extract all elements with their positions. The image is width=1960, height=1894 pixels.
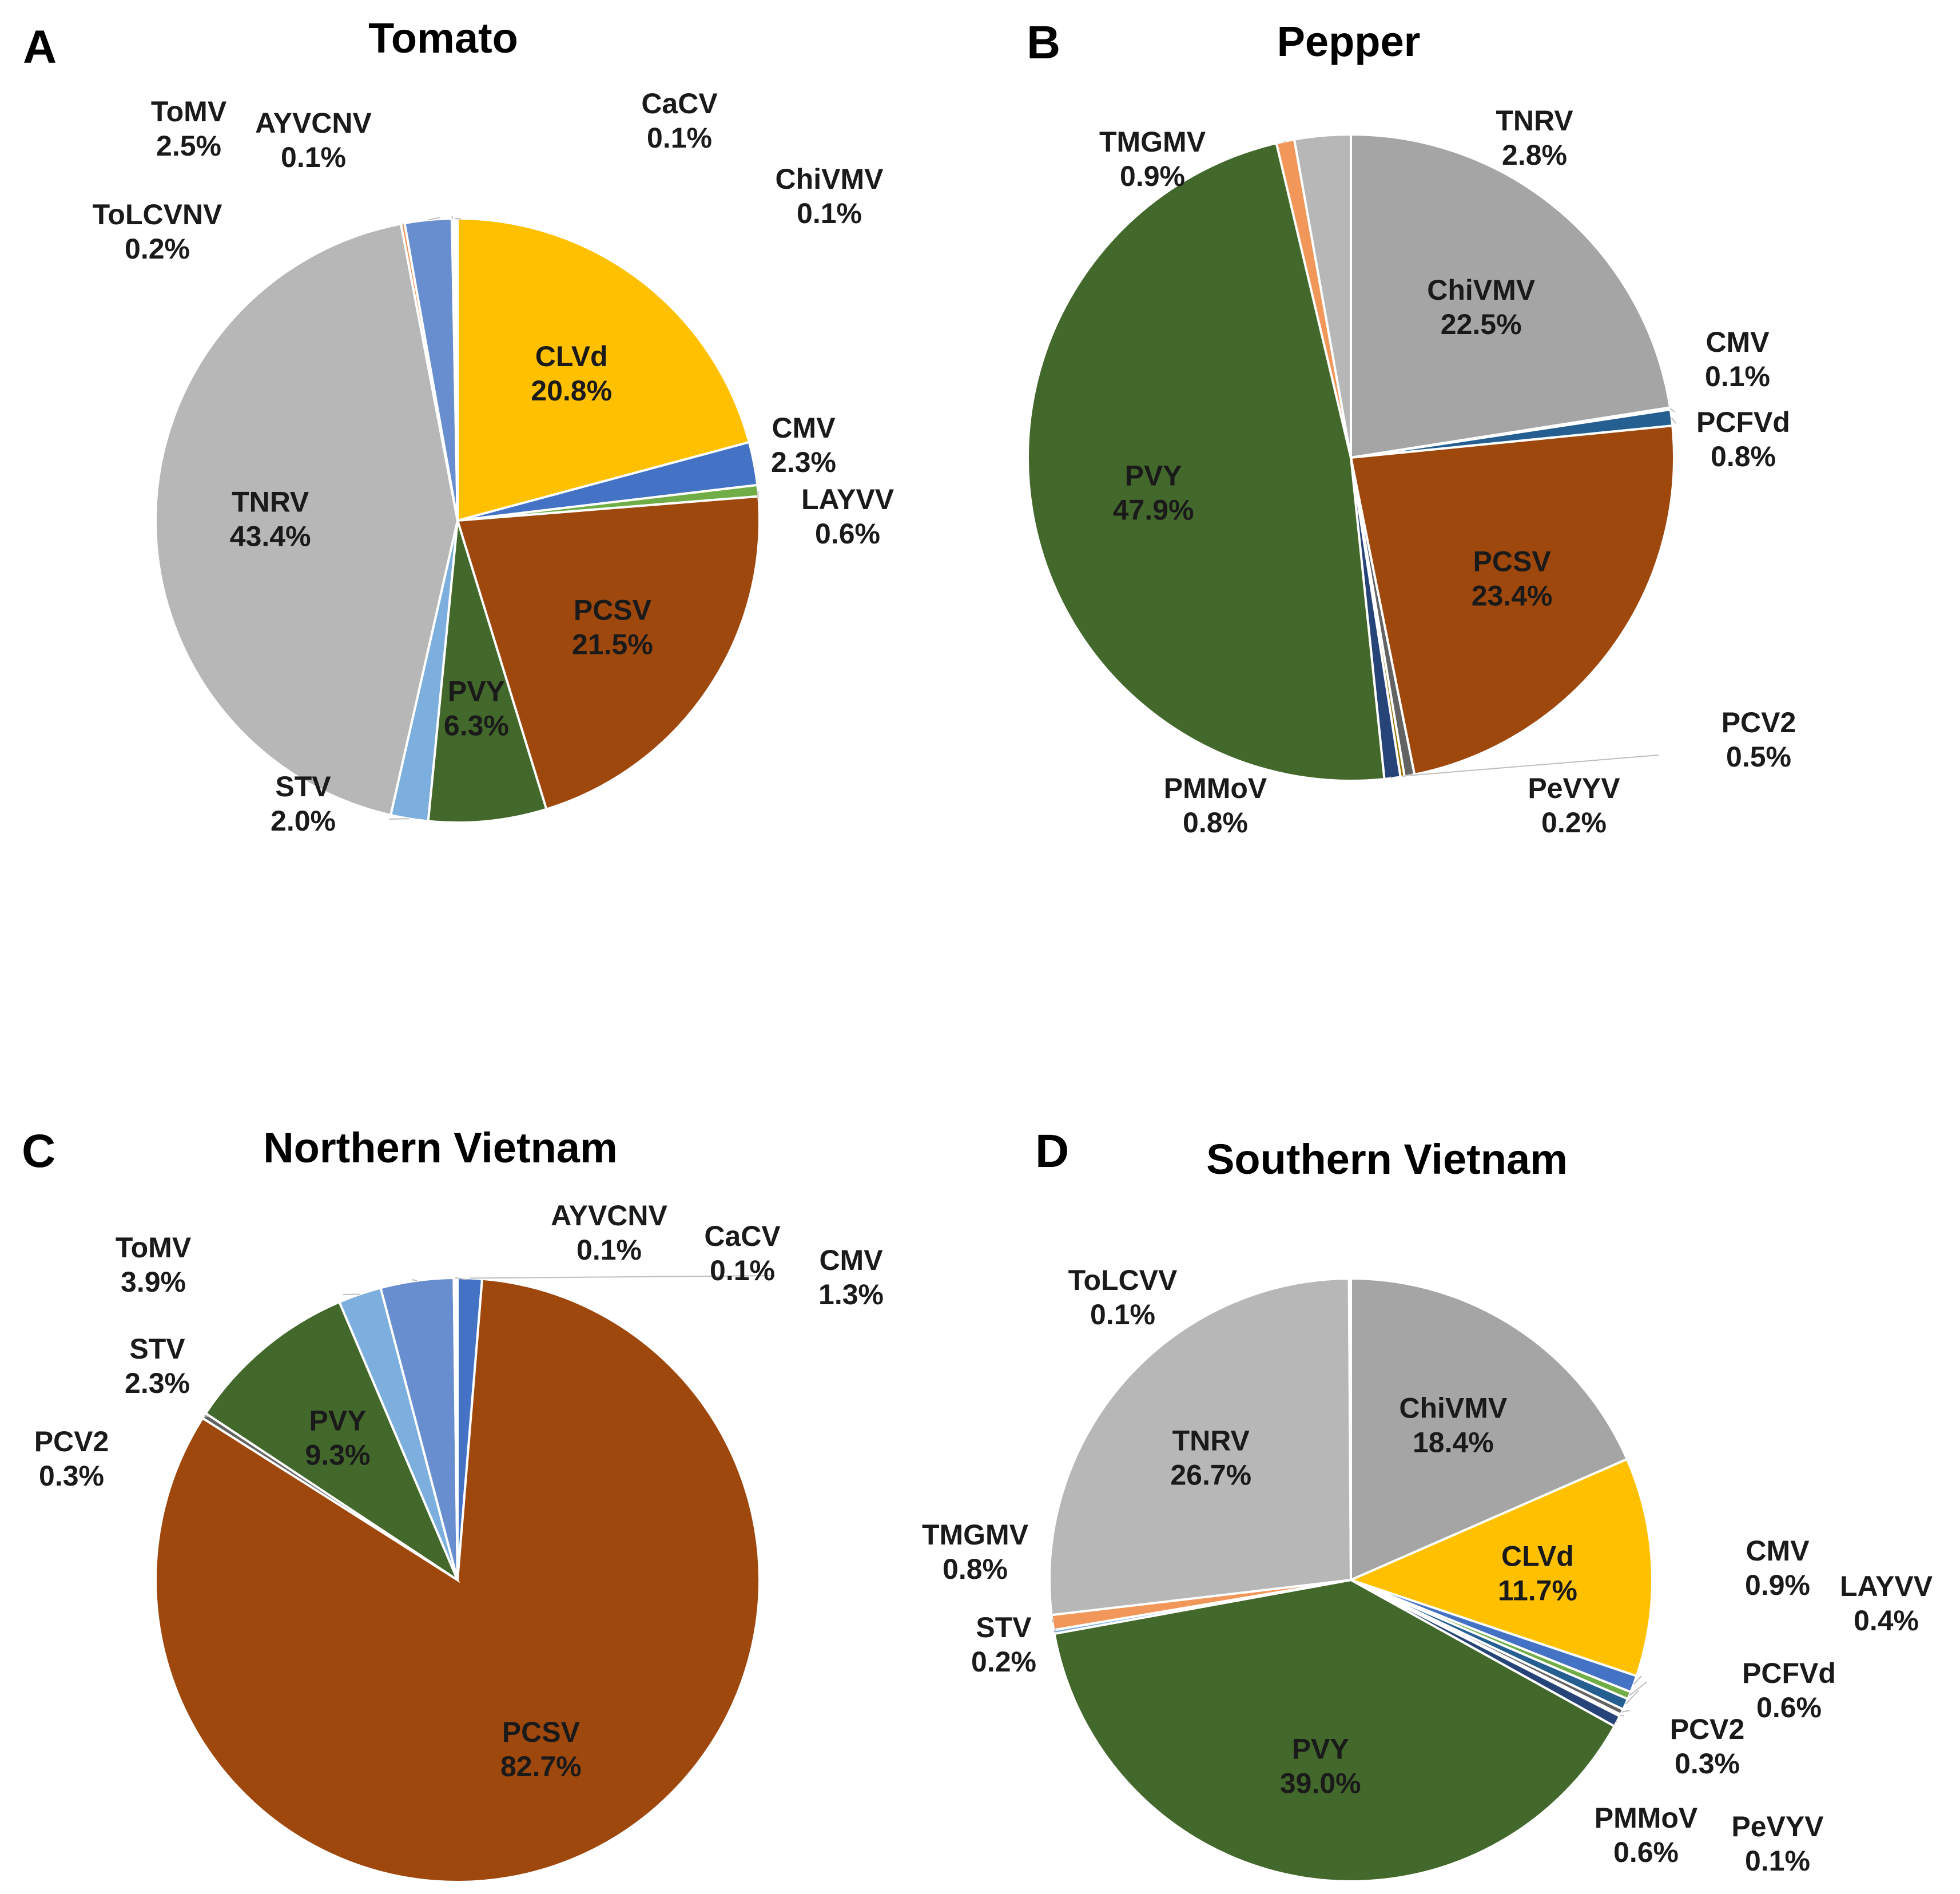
pie-slice-pcsv <box>1349 424 1675 776</box>
slice-label-ayvcnv: AYVCNV 0.1% <box>255 107 372 173</box>
slice-label-cacv: CaCV 0.1% <box>704 1220 781 1287</box>
slice-label-tnrv: TNRV 2.8% <box>1496 105 1573 171</box>
slice-label-chivmv: ChiVMV 0.1% <box>776 163 884 229</box>
leader-line <box>1633 1675 1642 1685</box>
pie-chart-southern-vietnam: D Southern Vietnam ChiVMV 18.4% CLVd 11.7% CMV… <box>922 1125 1933 1883</box>
pie-slice-clvd <box>456 217 751 522</box>
pie-chart-tomato: A Tomato CLVd 20.8% CMV 2.3%LAYVV 0.6% PCSV 21.5… <box>23 14 894 837</box>
slice-label-pcsv: PCSV 82.7% <box>500 1716 582 1782</box>
slice-label-tolcvnv: ToLCVNV 0.2% <box>93 198 222 265</box>
pie-slice-tolcvv <box>1347 1277 1352 1581</box>
pie-slice-chivmv <box>1350 1277 1629 1582</box>
panel-letter: B <box>1027 17 1060 69</box>
slice-label-tmgmv: TMGMV 0.9% <box>1099 126 1206 192</box>
slice-label-chivmv: ChiVMV 22.5% <box>1427 274 1536 340</box>
leader-line <box>1389 776 1393 779</box>
slice-label-layvv: LAYVV 0.4% <box>1840 1570 1933 1637</box>
pie-slice-pvy <box>427 520 548 824</box>
leader-line <box>411 1279 418 1281</box>
leader-line <box>1283 140 1286 142</box>
leader-line <box>402 223 405 227</box>
pie-slice-clvd <box>1347 1458 1653 1678</box>
leader-line <box>428 217 441 221</box>
leader-line <box>456 1277 467 1280</box>
leader-line <box>451 216 454 219</box>
slice-label-pcfvd: PCFVd 0.6% <box>1742 1657 1836 1724</box>
pie-chart-northern-vietnam: C Northern Vietnam CMV 1.3% PCSV 82.7% PCV2 0.3… <box>22 1124 884 1883</box>
pie-slice-pvy <box>1053 1578 1616 1883</box>
slice-label-cmv: CMV 1.3% <box>818 1244 884 1311</box>
leader-line <box>1615 1721 1617 1722</box>
slice-label-ayvcnv: AYVCNV 0.1% <box>551 1200 667 1266</box>
slice-label-clvd: CLVd 20.8% <box>531 340 612 407</box>
slice-label-pcv2: PCV2 0.3% <box>1670 1713 1745 1780</box>
leader-line <box>1669 408 1675 412</box>
pie-slice-tnrv <box>154 223 459 817</box>
slice-label-pvy: PVY 9.3% <box>305 1404 371 1471</box>
slice-label-stv: STV 2.3% <box>125 1333 190 1399</box>
slice-label-pcfvd: PCFVd 0.8% <box>1696 406 1790 472</box>
slice-label-cmv: CMV 0.9% <box>1745 1535 1810 1601</box>
slice-label-chivmv: ChiVMV 18.4% <box>1399 1392 1508 1459</box>
slice-label-tnrv: TNRV 43.4% <box>230 486 311 552</box>
slice-label-pcsv: PCSV 23.4% <box>1472 545 1553 612</box>
slice-label-layvv: LAYVV 0.6% <box>801 483 894 550</box>
panel-letter: D <box>1035 1125 1069 1177</box>
leader-line <box>1402 773 1413 777</box>
chart-title: Northern Vietnam <box>263 1124 618 1172</box>
slice-label-pmmov: PMMoV 0.8% <box>1164 772 1267 839</box>
slice-label-cmv: CMV 2.3% <box>771 412 836 478</box>
chart-title: Pepper <box>1277 18 1421 65</box>
slice-label-pcv2: PCV2 0.3% <box>34 1426 109 1492</box>
panel-letter: A <box>23 21 57 73</box>
pie-slice-pvy <box>204 1300 460 1583</box>
leader-line <box>1629 1681 1648 1696</box>
chart-title: Southern Vietnam <box>1206 1135 1568 1183</box>
slice-label-tomv: ToMV 3.9% <box>116 1232 192 1298</box>
pie-slice-pcsv <box>456 495 761 811</box>
pie-slice-chivmv <box>1350 133 1672 459</box>
slice-label-clvd: CLVd 11.7% <box>1498 1540 1577 1607</box>
slice-label-cacv: CaCV 0.1% <box>641 88 718 154</box>
slice-label-tolcvv: ToLCVV 0.1% <box>1068 1264 1178 1331</box>
leader-line <box>1621 1710 1631 1713</box>
slice-label-tnrv: TNRV 26.7% <box>1170 1425 1251 1491</box>
slice-label-stv: STV 2.0% <box>271 771 336 837</box>
leader-line <box>1671 417 1676 424</box>
slice-label-pvy: PVY 47.9% <box>1113 460 1194 526</box>
pie-slice-tnrv <box>1048 1277 1353 1617</box>
leader-line <box>1053 1627 1057 1633</box>
slice-label-pcsv: PCSV 21.5% <box>572 594 653 661</box>
slice-label-pevyv: PeVYV 0.1% <box>1731 1810 1824 1877</box>
slice-label-pevyv: PeVYV 0.2% <box>1528 772 1620 839</box>
slice-label-pcv2: PCV2 0.5% <box>1722 706 1796 773</box>
slice-label-pvy: PVY 6.3% <box>444 676 509 742</box>
leader-line <box>1625 1690 1639 1705</box>
slice-label-cmv: CMV 0.1% <box>1705 326 1770 392</box>
slice-label-pvy: PVY 39.0% <box>1280 1733 1361 1799</box>
panel-letter: C <box>22 1125 55 1177</box>
pie-chart-pepper: B Pepper ChiVMV 22.5% CMV 0.1% PCFVd 0.8% PCSV 23… <box>1027 17 1796 839</box>
pie-slice-tnrv <box>1293 133 1352 458</box>
chart-title: Tomato <box>368 14 518 62</box>
slice-label-stv: STV 0.2% <box>971 1611 1036 1678</box>
leader-line <box>1409 755 1659 776</box>
slice-label-tmgmv: TMGMV 0.8% <box>922 1519 1029 1585</box>
leader-line <box>470 1275 776 1279</box>
slice-label-tomv: ToMV 2.5% <box>151 96 227 162</box>
slice-label-pmmov: PMMoV 0.6% <box>1595 1802 1698 1868</box>
pie-slice-pvy <box>1027 141 1386 782</box>
